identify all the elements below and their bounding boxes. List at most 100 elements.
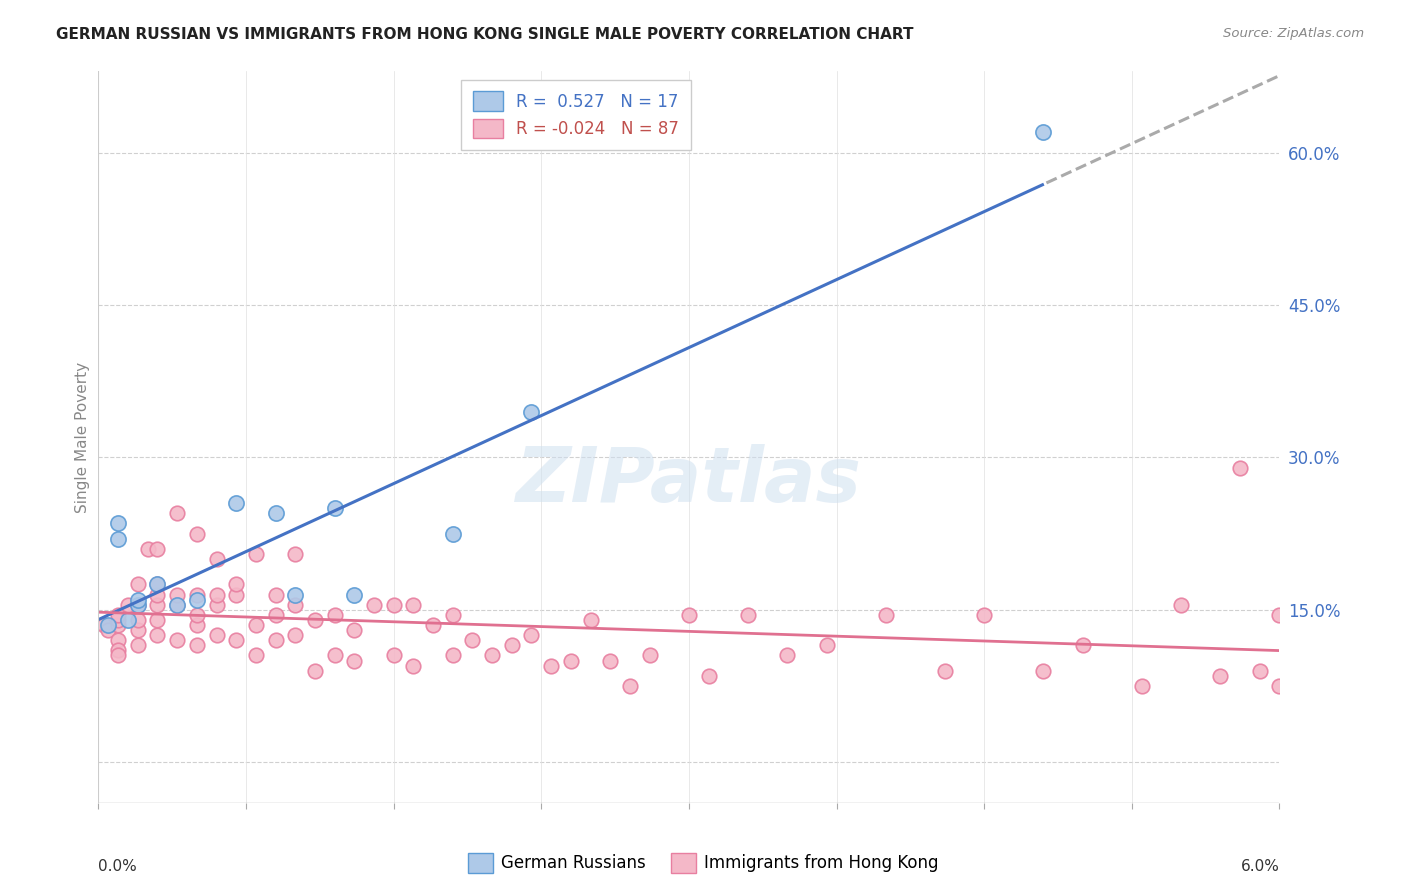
Point [93, 618, 115, 632]
Point [205, 588, 228, 602]
Point [363, 598, 385, 612]
Point [678, 607, 700, 622]
Point [343, 588, 366, 602]
Point [284, 588, 307, 602]
Point [186, 607, 208, 622]
Point [560, 654, 582, 668]
Point [304, 613, 326, 627]
Point [146, 613, 169, 627]
Point [1071, 638, 1094, 652]
Point [284, 598, 307, 612]
Legend: R =  0.527   N = 17, R = -0.024   N = 87: R = 0.527 N = 17, R = -0.024 N = 87 [461, 79, 690, 150]
Point [304, 664, 326, 678]
Point [107, 648, 129, 663]
Point [166, 633, 188, 648]
Point [146, 588, 169, 602]
Point [127, 598, 149, 612]
Point [264, 588, 287, 602]
Point [166, 588, 188, 602]
Point [1209, 669, 1232, 683]
Point [107, 607, 129, 622]
Point [166, 598, 188, 612]
Point [146, 598, 169, 612]
Point [1032, 125, 1054, 139]
Legend: German Russians, Immigrants from Hong Kong: German Russians, Immigrants from Hong Ko… [461, 847, 945, 880]
Point [107, 618, 129, 632]
Point [579, 613, 602, 627]
Point [146, 541, 169, 556]
Point [1032, 664, 1054, 678]
Point [776, 648, 799, 663]
Point [107, 643, 129, 657]
Point [107, 633, 129, 648]
Point [284, 547, 307, 561]
Point [225, 496, 247, 510]
Point [186, 526, 208, 541]
Point [973, 607, 995, 622]
Point [127, 598, 149, 612]
Text: 6.0%: 6.0% [1240, 859, 1279, 873]
Point [97, 618, 120, 632]
Point [107, 516, 129, 531]
Point [107, 613, 129, 627]
Point [225, 588, 247, 602]
Point [441, 607, 464, 622]
Point [117, 613, 139, 627]
Point [1268, 607, 1291, 622]
Point [117, 598, 139, 612]
Point [441, 526, 464, 541]
Y-axis label: Single Male Poverty: Single Male Poverty [75, 361, 90, 513]
Point [737, 607, 759, 622]
Point [146, 577, 169, 591]
Point [107, 532, 129, 546]
Point [815, 638, 838, 652]
Point [245, 618, 267, 632]
Point [284, 628, 307, 642]
Point [520, 628, 543, 642]
Point [1170, 598, 1192, 612]
Point [245, 547, 267, 561]
Point [264, 607, 287, 622]
Text: 0.0%: 0.0% [98, 859, 138, 873]
Point [205, 552, 228, 566]
Point [323, 607, 346, 622]
Point [402, 598, 425, 612]
Point [875, 607, 897, 622]
Point [225, 633, 247, 648]
Point [343, 623, 366, 637]
Point [1229, 460, 1251, 475]
Point [264, 633, 287, 648]
Point [127, 638, 149, 652]
Point [146, 628, 169, 642]
Point [205, 598, 228, 612]
Point [323, 648, 346, 663]
Point [127, 577, 149, 591]
Point [441, 648, 464, 663]
Point [186, 638, 208, 652]
Point [697, 669, 720, 683]
Point [461, 633, 484, 648]
Point [619, 679, 641, 693]
Point [136, 541, 159, 556]
Point [343, 654, 366, 668]
Text: GERMAN RUSSIAN VS IMMIGRANTS FROM HONG KONG SINGLE MALE POVERTY CORRELATION CHAR: GERMAN RUSSIAN VS IMMIGRANTS FROM HONG K… [56, 27, 914, 42]
Point [422, 618, 444, 632]
Point [1130, 679, 1153, 693]
Point [225, 577, 247, 591]
Point [382, 598, 405, 612]
Point [501, 638, 523, 652]
Point [540, 658, 562, 673]
Point [205, 628, 228, 642]
Point [127, 613, 149, 627]
Point [638, 648, 661, 663]
Point [934, 664, 956, 678]
Point [481, 648, 503, 663]
Point [264, 506, 287, 520]
Point [166, 506, 188, 520]
Point [186, 592, 208, 607]
Point [127, 623, 149, 637]
Point [323, 501, 346, 516]
Point [382, 648, 405, 663]
Text: Source: ZipAtlas.com: Source: ZipAtlas.com [1223, 27, 1364, 40]
Point [186, 618, 208, 632]
